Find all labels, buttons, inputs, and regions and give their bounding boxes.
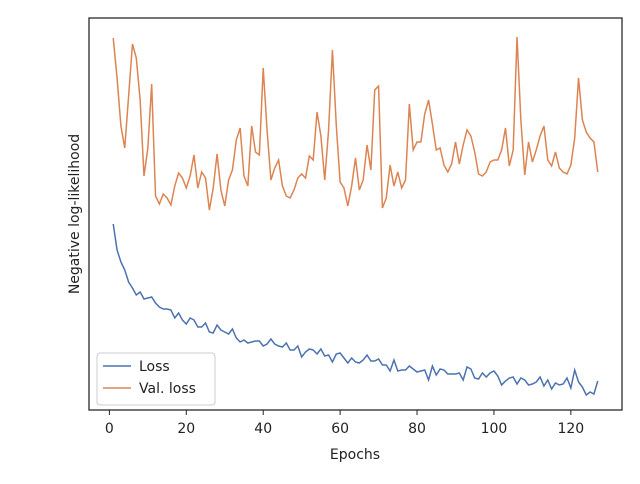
x-tick-label: 60 (331, 421, 349, 437)
y-axis-label: Negative log-likelihood (67, 134, 83, 294)
x-tick-label: 80 (408, 421, 426, 437)
x-tick-label: 20 (177, 421, 195, 437)
x-axis-label: Epochs (330, 447, 380, 463)
legend: Loss Val. loss (96, 352, 216, 406)
x-tick-label: 0 (105, 421, 114, 437)
line-series (112, 223, 599, 397)
plot-frame (88, 17, 623, 411)
legend-label: Loss (139, 359, 170, 375)
x-tick-label: 100 (481, 421, 508, 437)
x-tick-label: 40 (254, 421, 272, 437)
legend-label: Val. loss (139, 381, 196, 397)
line-series (112, 36, 599, 211)
x-tick-label: 120 (557, 421, 584, 437)
